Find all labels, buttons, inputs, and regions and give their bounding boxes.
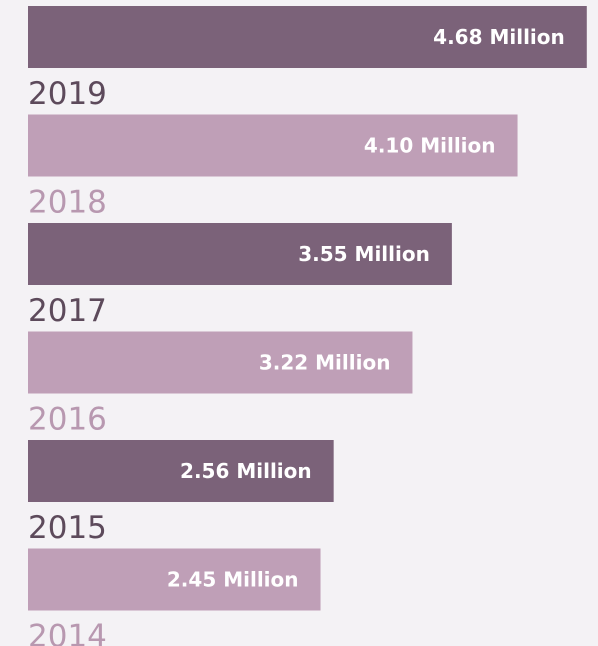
data-label-2015: 2.56 Million	[180, 459, 312, 483]
data-label-2017: 3.55 Million	[298, 242, 430, 266]
category-label-2019: 2019	[28, 76, 107, 112]
category-label-2018: 2018	[28, 185, 107, 221]
category-label-2017: 2017	[28, 293, 107, 329]
category-label-2014: 2014	[28, 619, 107, 646]
category-label-2016: 2016	[28, 402, 107, 438]
bar-2015	[28, 440, 334, 502]
bar-2017	[28, 223, 452, 285]
bar-2016	[28, 331, 413, 394]
bar-2018	[28, 114, 518, 177]
data-label-2018: 4.10 Million	[364, 134, 496, 158]
data-label-2014: 2.45 Million	[167, 568, 299, 592]
bar-2014	[28, 548, 321, 611]
data-label-2016: 3.22 Million	[259, 351, 391, 375]
category-label-2015: 2015	[28, 510, 107, 546]
data-label-2019: 4.68 Million	[433, 25, 565, 49]
bar-2019	[28, 6, 587, 68]
